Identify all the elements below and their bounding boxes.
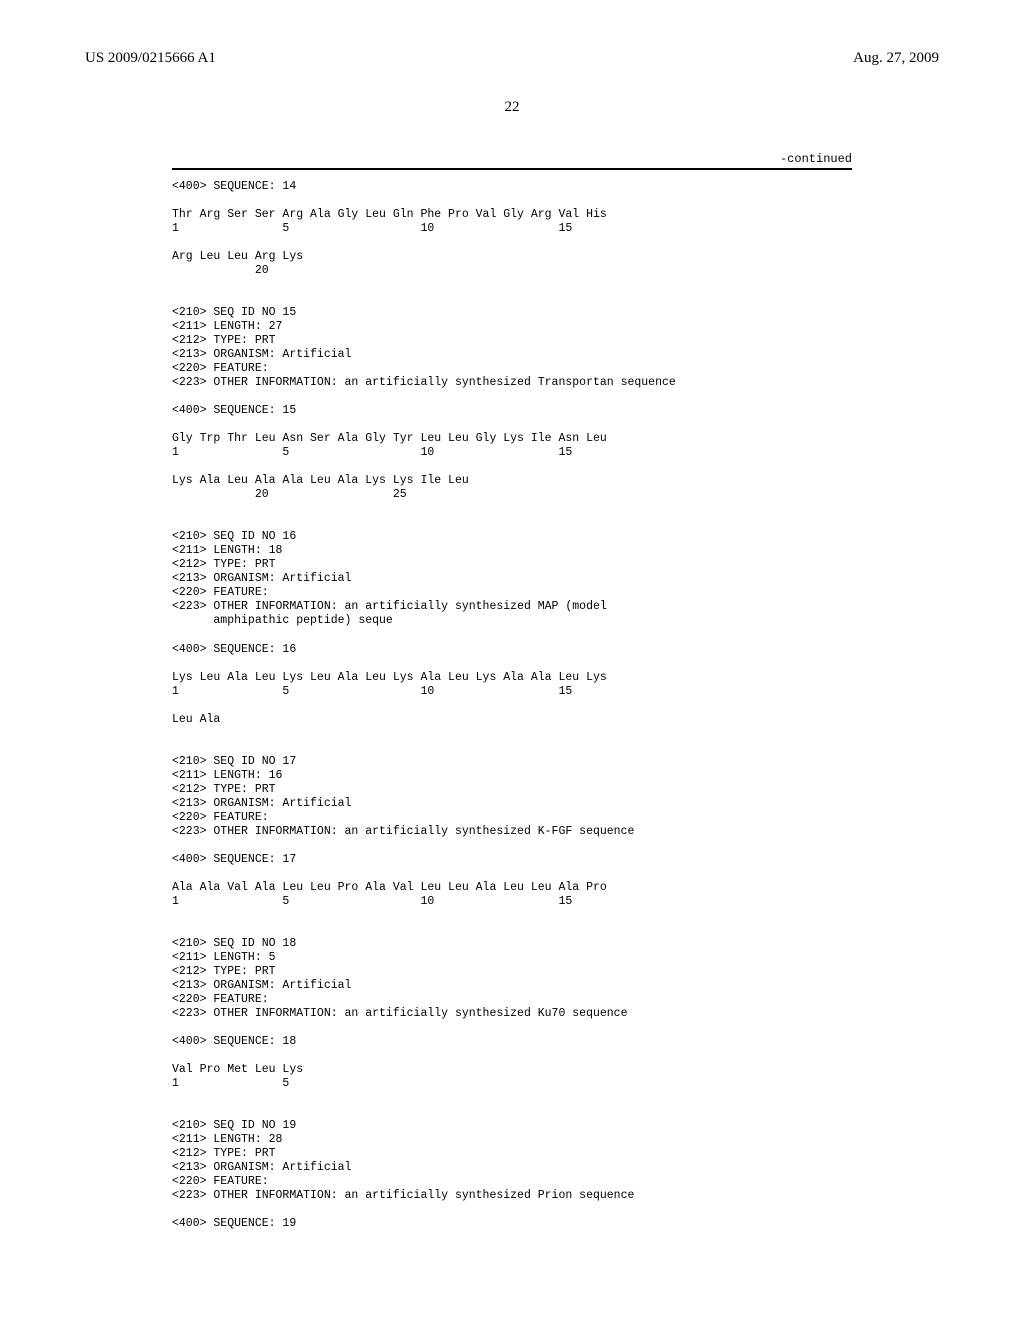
seq15-meta-4: <213> ORGANISM: Artificial	[172, 348, 351, 361]
seq18-header: <400> SEQUENCE: 18	[172, 1035, 296, 1048]
seq16-positions-1: 1 5 10 15	[172, 685, 572, 698]
seq14-positions-1: 1 5 10 15	[172, 222, 572, 235]
seq19-meta-5: <220> FEATURE:	[172, 1175, 269, 1188]
seq16-meta-5: <220> FEATURE:	[172, 586, 269, 599]
page-header: US 2009/0215666 A1 Aug. 27, 2009	[85, 50, 939, 67]
seq17-meta-6: <223> OTHER INFORMATION: an artificially…	[172, 825, 634, 838]
seq15-meta-1: <210> SEQ ID NO 15	[172, 306, 296, 319]
seq17-meta-4: <213> ORGANISM: Artificial	[172, 797, 351, 810]
seq15-meta-3: <212> TYPE: PRT	[172, 334, 276, 347]
seq15-residues-1: Gly Trp Thr Leu Asn Ser Ala Gly Tyr Leu …	[172, 432, 607, 445]
continued-label: -continued	[172, 152, 852, 166]
page-number: 22	[85, 99, 939, 116]
seq17-meta-1: <210> SEQ ID NO 17	[172, 755, 296, 768]
seq17-meta-5: <220> FEATURE:	[172, 811, 269, 824]
seq18-meta-1: <210> SEQ ID NO 18	[172, 937, 296, 950]
page-container: US 2009/0215666 A1 Aug. 27, 2009 22 -con…	[0, 0, 1024, 1320]
seq17-meta-3: <212> TYPE: PRT	[172, 783, 276, 796]
seq15-header: <400> SEQUENCE: 15	[172, 404, 296, 417]
seq19-meta-1: <210> SEQ ID NO 19	[172, 1119, 296, 1132]
seq17-header: <400> SEQUENCE: 17	[172, 853, 296, 866]
seq17-meta-2: <211> LENGTH: 16	[172, 769, 282, 782]
seq16-meta-6: <223> OTHER INFORMATION: an artificially…	[172, 600, 607, 613]
publication-date: Aug. 27, 2009	[853, 50, 939, 67]
seq18-meta-2: <211> LENGTH: 5	[172, 951, 276, 964]
seq15-meta-2: <211> LENGTH: 27	[172, 320, 282, 333]
seq18-residues-1: Val Pro Met Leu Lys	[172, 1063, 303, 1076]
seq17-residues-1: Ala Ala Val Ala Leu Leu Pro Ala Val Leu …	[172, 881, 607, 894]
seq19-meta-3: <212> TYPE: PRT	[172, 1147, 276, 1160]
seq18-positions-1: 1 5	[172, 1077, 289, 1090]
seq19-meta-4: <213> ORGANISM: Artificial	[172, 1161, 351, 1174]
seq14-header: <400> SEQUENCE: 14	[172, 180, 296, 193]
seq15-residues-2: Lys Ala Leu Ala Ala Leu Ala Lys Lys Ile …	[172, 474, 469, 487]
seq15-positions-1: 1 5 10 15	[172, 446, 572, 459]
seq16-residues-2: Leu Ala	[172, 713, 220, 726]
seq16-meta-2: <211> LENGTH: 18	[172, 544, 282, 557]
seq16-meta-6b: amphipathic peptide) seque	[172, 614, 393, 627]
seq14-positions-2: 20	[172, 264, 269, 277]
seq19-header: <400> SEQUENCE: 19	[172, 1217, 296, 1230]
seq14-residues-2: Arg Leu Leu Arg Lys	[172, 250, 303, 263]
seq16-header: <400> SEQUENCE: 16	[172, 643, 296, 656]
seq18-meta-6: <223> OTHER INFORMATION: an artificially…	[172, 1007, 627, 1020]
seq18-meta-5: <220> FEATURE:	[172, 993, 269, 1006]
seq17-positions-1: 1 5 10 15	[172, 895, 572, 908]
seq18-meta-4: <213> ORGANISM: Artificial	[172, 979, 351, 992]
seq15-positions-2: 20 25	[172, 488, 407, 501]
seq19-meta-6: <223> OTHER INFORMATION: an artificially…	[172, 1189, 634, 1202]
seq15-meta-6: <223> OTHER INFORMATION: an artificially…	[172, 376, 676, 389]
sequence-listing: <400> SEQUENCE: 14 Thr Arg Ser Ser Arg A…	[172, 180, 852, 1231]
seq18-meta-3: <212> TYPE: PRT	[172, 965, 276, 978]
seq15-meta-5: <220> FEATURE:	[172, 362, 269, 375]
publication-number: US 2009/0215666 A1	[85, 50, 216, 67]
horizontal-rule	[172, 168, 852, 170]
seq14-residues-1: Thr Arg Ser Ser Arg Ala Gly Leu Gln Phe …	[172, 208, 607, 221]
seq16-residues-1: Lys Leu Ala Leu Lys Leu Ala Leu Lys Ala …	[172, 671, 607, 684]
seq16-meta-1: <210> SEQ ID NO 16	[172, 530, 296, 543]
seq19-meta-2: <211> LENGTH: 28	[172, 1133, 282, 1146]
seq16-meta-4: <213> ORGANISM: Artificial	[172, 572, 351, 585]
seq16-meta-3: <212> TYPE: PRT	[172, 558, 276, 571]
